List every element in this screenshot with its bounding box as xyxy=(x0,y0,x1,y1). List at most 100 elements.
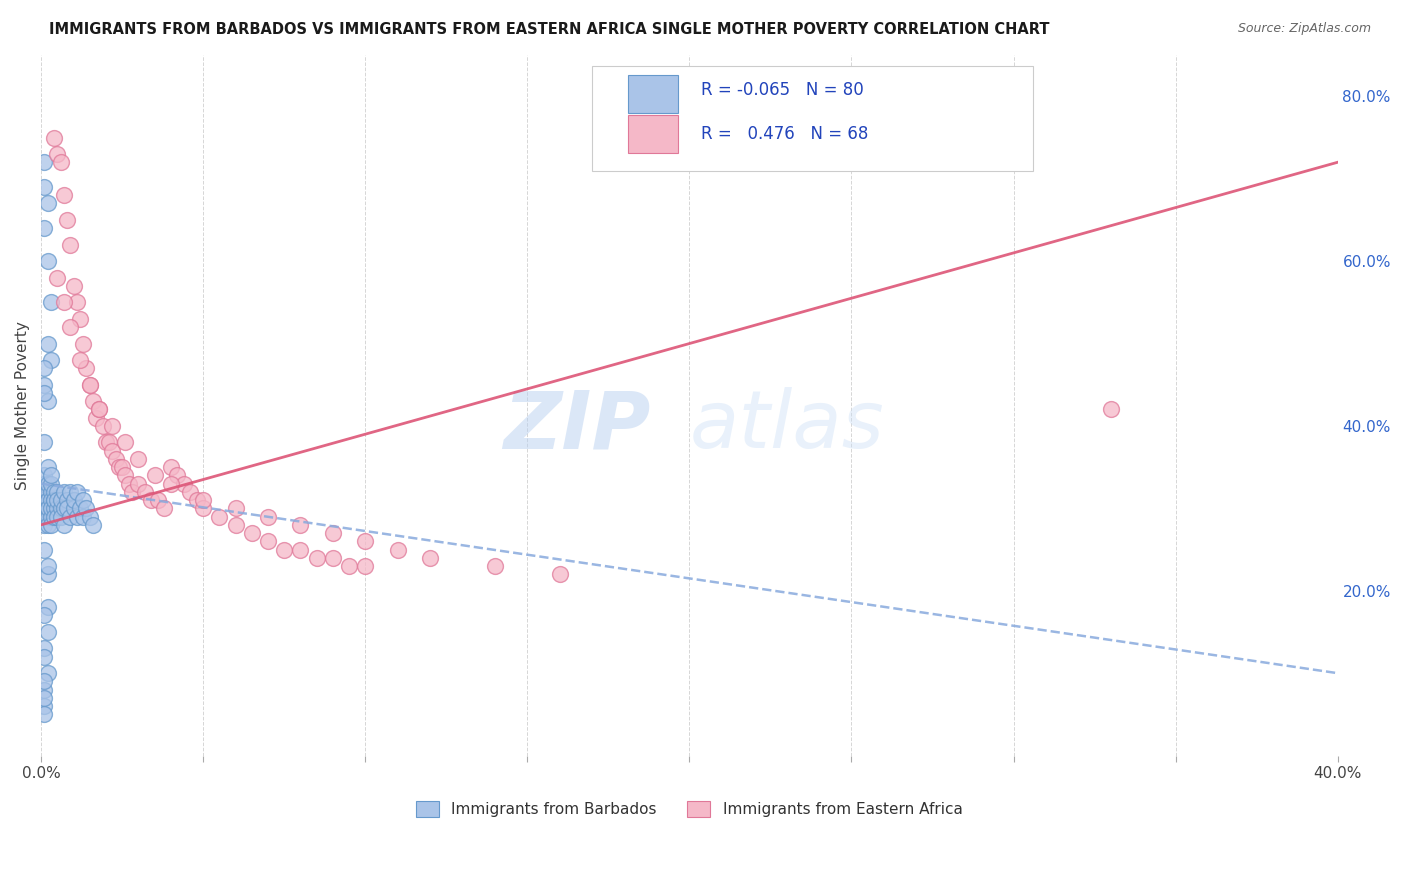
Point xyxy=(59,320,82,334)
Point xyxy=(159,460,181,475)
Point xyxy=(52,484,75,499)
Point xyxy=(39,353,62,368)
Point xyxy=(387,542,409,557)
Point xyxy=(166,468,188,483)
Point xyxy=(37,559,59,574)
Point xyxy=(46,501,69,516)
Point xyxy=(111,460,134,475)
Point xyxy=(89,402,111,417)
Point xyxy=(34,699,56,714)
Point xyxy=(39,493,62,508)
Point xyxy=(290,542,312,557)
Point xyxy=(42,501,65,516)
Point xyxy=(72,336,94,351)
Point xyxy=(42,493,65,508)
Point xyxy=(98,435,121,450)
Point xyxy=(34,690,56,705)
Point xyxy=(79,377,101,392)
Point xyxy=(37,624,59,639)
Point xyxy=(59,237,82,252)
Point xyxy=(1099,402,1122,417)
Point xyxy=(141,493,163,508)
Point xyxy=(46,484,69,499)
Point xyxy=(34,517,56,532)
Point xyxy=(37,493,59,508)
Point xyxy=(37,460,59,475)
Point xyxy=(66,509,89,524)
Point xyxy=(484,559,506,574)
Point xyxy=(37,501,59,516)
Point xyxy=(34,542,56,557)
Point xyxy=(34,509,56,524)
Point xyxy=(76,361,98,376)
Point xyxy=(134,484,156,499)
Point xyxy=(225,517,247,532)
Point xyxy=(42,484,65,499)
Point xyxy=(108,460,131,475)
Point xyxy=(34,649,56,664)
Point xyxy=(37,600,59,615)
Point xyxy=(354,534,377,549)
Point xyxy=(39,484,62,499)
Text: R =   0.476   N = 68: R = 0.476 N = 68 xyxy=(702,125,869,144)
FancyBboxPatch shape xyxy=(628,115,678,153)
Point xyxy=(34,155,56,169)
Point xyxy=(79,377,101,392)
Point xyxy=(34,674,56,689)
Point xyxy=(49,509,72,524)
Point xyxy=(34,377,56,392)
Point xyxy=(37,254,59,268)
Point xyxy=(91,419,114,434)
Point xyxy=(84,410,107,425)
Point xyxy=(34,682,56,697)
Point xyxy=(37,336,59,351)
Point xyxy=(225,501,247,516)
FancyBboxPatch shape xyxy=(628,75,678,113)
Point xyxy=(193,493,215,508)
Point xyxy=(59,509,82,524)
Point xyxy=(56,501,79,516)
Point xyxy=(62,493,84,508)
Point xyxy=(37,394,59,409)
Point xyxy=(49,155,72,169)
Point xyxy=(37,476,59,491)
FancyBboxPatch shape xyxy=(592,66,1033,170)
Text: Source: ZipAtlas.com: Source: ZipAtlas.com xyxy=(1237,22,1371,36)
Point xyxy=(101,419,124,434)
Point xyxy=(69,311,91,326)
Point xyxy=(52,517,75,532)
Point xyxy=(72,493,94,508)
Point xyxy=(34,493,56,508)
Point xyxy=(143,468,166,483)
Point xyxy=(46,147,69,161)
Point xyxy=(34,180,56,194)
Point xyxy=(127,476,149,491)
Point xyxy=(39,468,62,483)
Point xyxy=(66,484,89,499)
Point xyxy=(153,501,176,516)
Point xyxy=(39,509,62,524)
Point xyxy=(419,550,441,565)
Point xyxy=(322,550,344,565)
Point xyxy=(46,493,69,508)
Point xyxy=(127,451,149,466)
Point xyxy=(52,501,75,516)
Point xyxy=(34,501,56,516)
Point xyxy=(34,707,56,722)
Point xyxy=(46,509,69,524)
Point xyxy=(42,130,65,145)
Point xyxy=(37,501,59,516)
Point xyxy=(42,509,65,524)
Point xyxy=(52,295,75,310)
Point xyxy=(34,501,56,516)
Point xyxy=(37,666,59,681)
Point xyxy=(159,476,181,491)
Point xyxy=(82,517,104,532)
Point xyxy=(305,550,328,565)
Point xyxy=(59,484,82,499)
Point xyxy=(37,509,59,524)
Point xyxy=(79,509,101,524)
Point xyxy=(52,188,75,202)
Point xyxy=(56,493,79,508)
Point xyxy=(121,484,143,499)
